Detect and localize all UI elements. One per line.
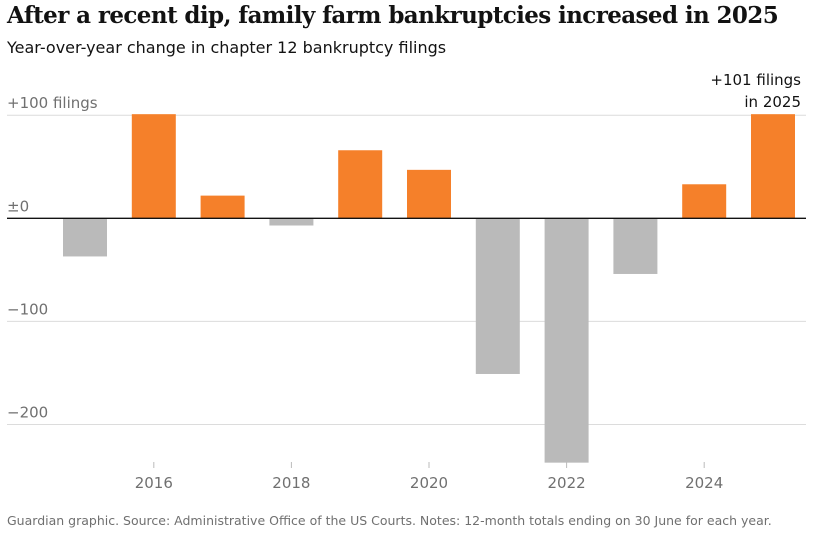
- x-tick-label: 2020: [410, 474, 448, 492]
- chart-title: After a recent dip, family farm bankrupt…: [7, 2, 779, 29]
- y-tick-label: −100: [7, 300, 48, 318]
- bar-2020: [407, 169, 451, 219]
- annotation-2025: +101 filings: [710, 71, 801, 89]
- y-tick-label: ±0: [7, 197, 29, 215]
- bar-2018: [269, 218, 314, 226]
- bar-chart: +100 filings ±0 −100 −200 2016 2018 2020 2022 20…: [7, 71, 806, 492]
- y-tick-label: −200: [7, 404, 48, 422]
- x-tick-label: 2018: [272, 474, 310, 492]
- source-note: Guardian graphic. Source: Administrative…: [7, 513, 772, 528]
- bar-2022: [544, 218, 589, 463]
- x-tick-label: 2024: [685, 474, 723, 492]
- bar-2023: [613, 218, 658, 274]
- bar-2025: [751, 114, 795, 219]
- bar-2016: [131, 114, 176, 219]
- y-tick-label: +100 filings: [7, 94, 98, 112]
- bar-2024: [682, 184, 727, 219]
- chart-subtitle: Year-over-year change in chapter 12 bank…: [7, 38, 447, 57]
- bar-2017: [200, 195, 245, 219]
- bar-2019: [338, 150, 383, 219]
- bar-2021: [475, 218, 520, 374]
- x-tick-label: 2016: [135, 474, 173, 492]
- bar-2015: [63, 218, 107, 257]
- annotation-2025: in 2025: [744, 93, 801, 111]
- x-tick-label: 2022: [548, 474, 586, 492]
